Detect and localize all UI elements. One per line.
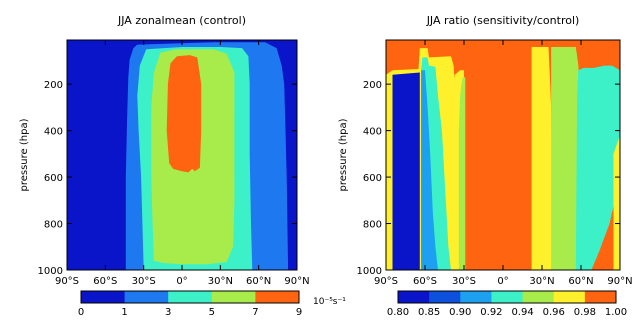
y-tick-label: 800 bbox=[44, 220, 63, 231]
colorbar-label: 0.98 bbox=[574, 307, 596, 318]
contour-region-0.96-0.98 bbox=[613, 135, 620, 270]
y-tick-label: 400 bbox=[44, 127, 63, 138]
colorbar-swatch bbox=[460, 291, 492, 303]
x-tick-label: 30°N bbox=[529, 276, 554, 287]
colorbar-swatch bbox=[522, 291, 555, 303]
colorbar-unit: 10⁻⁵s⁻¹ bbox=[313, 297, 346, 307]
chart-panel-1: JJA zonalmean (control) pressure (hpa) 200… bbox=[19, 14, 346, 318]
colorbar-swatch bbox=[398, 291, 430, 303]
chart-title: JJA ratio (sensitivity/control) bbox=[426, 14, 580, 27]
x-tick-label: 90°N bbox=[607, 276, 632, 287]
x-tick-label: 0° bbox=[497, 276, 508, 287]
colorbar-label: 1.00 bbox=[605, 307, 627, 318]
colorbar-label: 0.96 bbox=[543, 307, 565, 318]
contour-region-7-9 bbox=[166, 55, 202, 173]
colorbar-swatch bbox=[255, 291, 300, 303]
y-axis-label: pressure (hpa) bbox=[19, 118, 30, 191]
x-tick-label: 60°N bbox=[568, 276, 593, 287]
colorbar-label: 7 bbox=[252, 307, 258, 318]
colorbar-swatch bbox=[168, 291, 213, 303]
colorbar-frame bbox=[397, 290, 617, 304]
y-tick-label: 800 bbox=[363, 220, 382, 231]
x-tick-label: 30°S bbox=[452, 276, 476, 287]
contour-region-0.80-0.85 bbox=[392, 72, 420, 270]
colorbar-label: 9 bbox=[296, 307, 302, 318]
contour-region-0.92-0.94 bbox=[575, 65, 620, 270]
colorbar: 0 1 3 5 7 9 10⁻⁵s⁻¹ bbox=[78, 290, 346, 318]
x-tick-label: 90°S bbox=[374, 276, 398, 287]
y-tick-label: 200 bbox=[363, 80, 382, 91]
x-tick-label: 90°N bbox=[284, 276, 309, 287]
colorbar-swatch bbox=[491, 291, 524, 303]
colorbar-swatch bbox=[81, 291, 126, 303]
colorbar-label: 0.80 bbox=[387, 307, 409, 318]
colorbar-label: 3 bbox=[165, 307, 171, 318]
contour-region-0.94-0.96 bbox=[458, 77, 466, 270]
colorbar-swatch bbox=[584, 291, 617, 303]
x-tick-label: 60°S bbox=[93, 276, 117, 287]
colorbar-label: 0 bbox=[78, 307, 84, 318]
contour-region-0.96-0.98 bbox=[531, 47, 553, 270]
x-tick-label: 60°S bbox=[413, 276, 437, 287]
y-tick-label: 400 bbox=[363, 127, 382, 138]
colorbar-swatch bbox=[553, 291, 586, 303]
x-tick-label: 0° bbox=[176, 276, 187, 287]
colorbar-label: 0.85 bbox=[418, 307, 440, 318]
y-tick-label: 1000 bbox=[38, 266, 63, 277]
colorbar-label: 0.92 bbox=[480, 307, 502, 318]
colorbar-label: 0.94 bbox=[511, 307, 533, 318]
contour-regions bbox=[386, 40, 620, 270]
contour-regions bbox=[67, 40, 297, 270]
x-tick-label: 60°N bbox=[246, 276, 271, 287]
y-tick-label: 200 bbox=[44, 80, 63, 91]
y-tick-label: 600 bbox=[363, 173, 382, 184]
colorbar-swatch bbox=[429, 291, 461, 303]
x-tick-label: 30°S bbox=[132, 276, 156, 287]
y-tick-label: 600 bbox=[44, 173, 63, 184]
colorbar-label: 0.90 bbox=[449, 307, 471, 318]
x-tick-label: 90°S bbox=[55, 276, 79, 287]
colorbar-frame bbox=[80, 290, 300, 304]
contour-region-0.90-0.92 bbox=[421, 70, 438, 270]
colorbar-swatch bbox=[211, 291, 256, 303]
colorbar-label: 5 bbox=[209, 307, 215, 318]
chart-panel-2: JJA ratio (sensitivity/control) pressure … bbox=[338, 14, 633, 318]
colorbar-swatch bbox=[124, 291, 169, 303]
y-tick-label: 1000 bbox=[357, 266, 382, 277]
colorbar-label: 1 bbox=[121, 307, 127, 318]
chart-title: JJA zonalmean (control) bbox=[117, 14, 246, 27]
colorbar: 0.80 0.85 0.90 0.92 0.94 0.96 0.98 1.00 bbox=[387, 290, 627, 318]
y-axis-label: pressure (hpa) bbox=[338, 118, 349, 191]
x-tick-label: 30°N bbox=[208, 276, 233, 287]
